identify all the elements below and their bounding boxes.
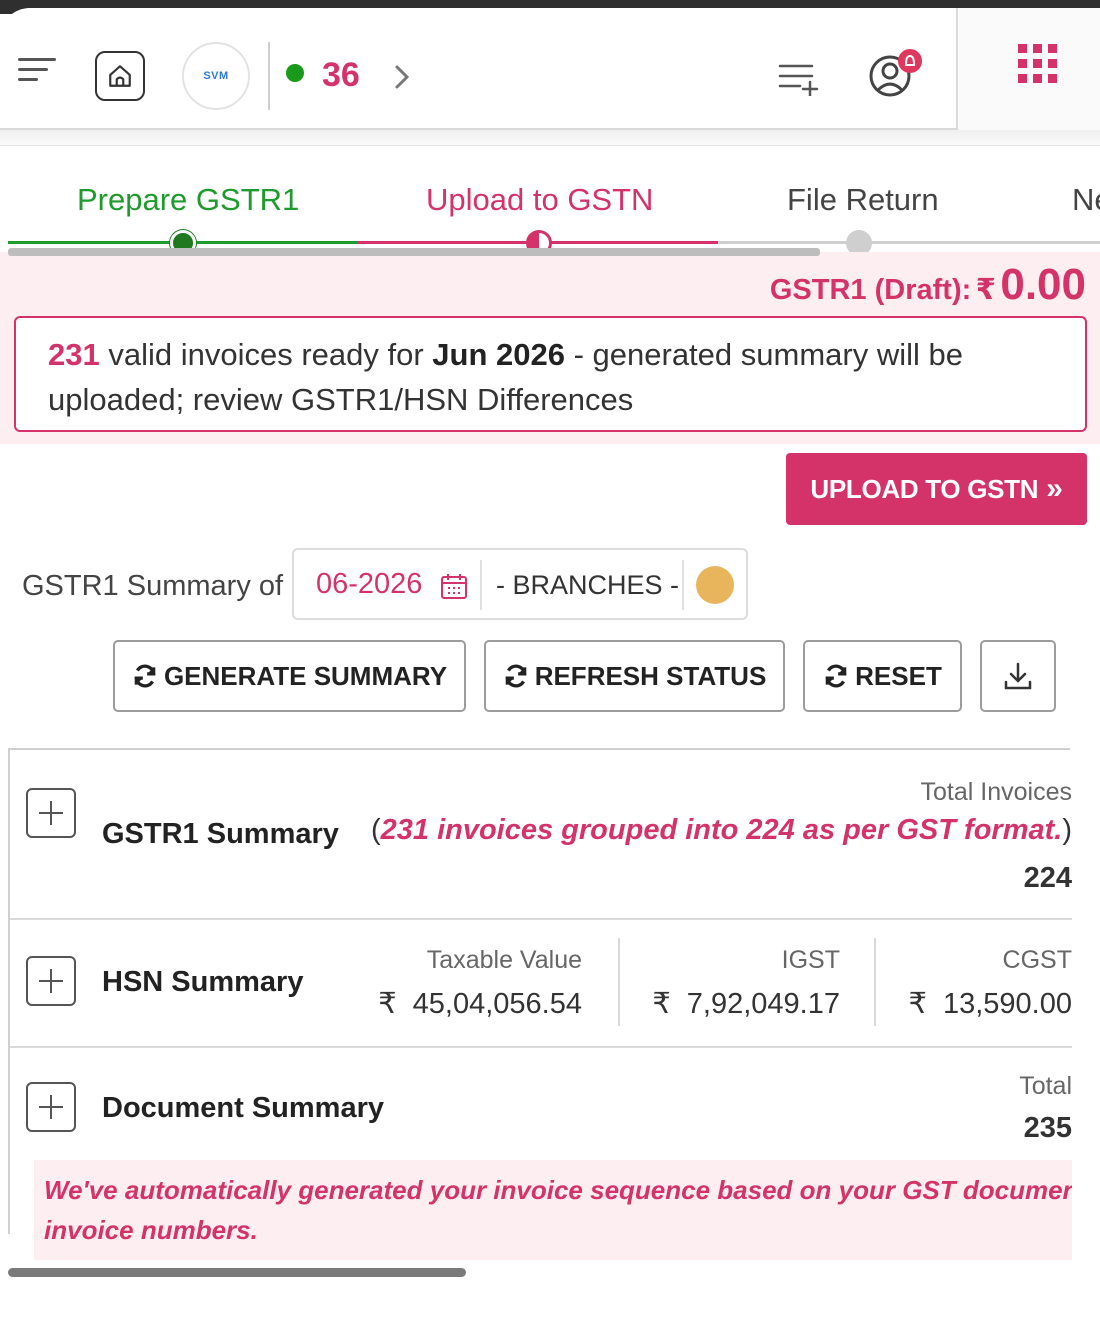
- hsn-column-divider: [618, 938, 620, 1026]
- rupee-symbol: ₹: [652, 988, 671, 1020]
- step-prepare-gstr1[interactable]: Prepare GSTR1: [77, 182, 300, 217]
- company-logo[interactable]: SVM: [182, 42, 250, 110]
- status-count[interactable]: 36: [322, 56, 360, 94]
- cgst-label: CGST: [1002, 946, 1072, 974]
- taxable-value: ₹45,04,056.54: [378, 986, 582, 1021]
- document-summary-title: Document Summary: [102, 1092, 385, 1124]
- download-icon: [1004, 662, 1032, 690]
- branches-select[interactable]: - BRANCHES -: [496, 570, 680, 600]
- summary-of-label: GSTR1 Summary of: [22, 570, 284, 602]
- gstr1-summary-card: GSTR1 Summary Total Invoices (231 invoic…: [10, 750, 1072, 920]
- filter-separator: [682, 560, 684, 610]
- draft-total: GSTR1 (Draft): ₹ 0.00: [770, 260, 1086, 310]
- reset-label: RESET: [855, 660, 942, 691]
- add-list-icon[interactable]: [778, 62, 822, 96]
- draft-value: 0.00: [1000, 260, 1086, 309]
- step-file-return[interactable]: File Return: [787, 182, 939, 217]
- period-select[interactable]: 06-2026: [316, 568, 423, 600]
- double-chevron-icon: »: [1046, 472, 1063, 505]
- taxable-value-amount: 45,04,056.54: [412, 988, 582, 1020]
- upload-button-label: UPLOAD TO GSTN: [810, 473, 1039, 504]
- hamburger-menu-icon[interactable]: [18, 58, 58, 88]
- hsn-summary-title: HSN Summary: [102, 966, 304, 998]
- document-summary-card: Document Summary Total 235 We've automat…: [10, 1048, 1072, 1260]
- stepper-scrollbar[interactable]: [8, 248, 820, 256]
- filter-separator: [480, 560, 482, 610]
- generate-summary-button[interactable]: GENERATE SUMMARY: [113, 640, 466, 712]
- gstr1-summary-title: GSTR1 Summary: [102, 818, 339, 850]
- header-divider: [268, 42, 270, 110]
- expand-gstr1-summary-icon[interactable]: [26, 788, 76, 838]
- summary-cards: GSTR1 Summary Total Invoices (231 invoic…: [8, 748, 1072, 1260]
- step-track-pending: [718, 241, 1100, 244]
- igst-amount: 7,92,049.17: [686, 988, 840, 1020]
- cgst-amount: 13,590.00: [942, 988, 1072, 1020]
- download-button[interactable]: [980, 640, 1056, 712]
- apps-panel[interactable]: [956, 8, 1100, 130]
- document-total-value: 235: [1023, 1112, 1072, 1144]
- notice-text-a: valid invoices ready for: [99, 337, 433, 372]
- step-upload-to-gstn[interactable]: Upload to GSTN: [426, 182, 654, 217]
- auto-sequence-note: We've automatically generated your invoi…: [34, 1160, 1072, 1260]
- grouped-invoices-note: (231 invoices grouped into 224 as per GS…: [370, 814, 1072, 846]
- igst-label: IGST: [781, 946, 840, 974]
- hsn-column-divider: [874, 938, 876, 1026]
- step-next-truncated[interactable]: Ne: [1072, 182, 1100, 217]
- generate-summary-label: GENERATE SUMMARY: [163, 660, 448, 691]
- home-icon: [109, 65, 131, 87]
- draft-label: GSTR1 (Draft):: [769, 274, 972, 306]
- auto-note-line-1: We've automatically generated your invoi…: [44, 1175, 1072, 1205]
- refresh-icon: [505, 664, 526, 688]
- document-total-label: Total: [1019, 1072, 1072, 1100]
- apps-grid-icon[interactable]: [1018, 44, 1057, 83]
- user-notification-icon[interactable]: [866, 48, 926, 100]
- rupee-symbol: ₹: [378, 988, 397, 1020]
- branch-status-indicator[interactable]: [696, 566, 734, 604]
- notice-text-b: - generated summary will be uploaded; re…: [48, 337, 963, 417]
- expand-document-summary-icon[interactable]: [26, 1082, 76, 1132]
- auto-note-line-2: invoice numbers.: [44, 1215, 258, 1245]
- header-shadow: [0, 130, 1100, 146]
- step-pending-marker: [846, 230, 872, 256]
- refresh-icon: [825, 664, 847, 688]
- chevron-right-icon[interactable]: [392, 62, 412, 92]
- progress-stepper: Prepare GSTR1 Upload to GSTN File Return…: [0, 148, 1100, 256]
- refresh-status-label: REFRESH STATUS: [534, 660, 767, 691]
- rupee-symbol: ₹: [975, 274, 996, 306]
- logo-text: SVM: [203, 70, 229, 82]
- grouped-invoices-text: 231 invoices grouped into 224 as per GST…: [380, 814, 1063, 846]
- calendar-icon[interactable]: [440, 572, 468, 600]
- top-header: SVM 36: [0, 8, 1100, 130]
- refresh-status-button[interactable]: REFRESH STATUS: [484, 640, 785, 712]
- total-invoices-label: Total Invoices: [920, 778, 1072, 806]
- rupee-symbol: ₹: [908, 988, 927, 1020]
- upload-to-gstn-button[interactable]: UPLOAD TO GSTN »: [786, 453, 1087, 525]
- ready-notice: 231 valid invoices ready for Jun 2026 - …: [14, 316, 1087, 432]
- refresh-icon: [134, 664, 156, 688]
- hsn-summary-card: HSN Summary Taxable Value ₹45,04,056.54 …: [10, 920, 1072, 1048]
- home-button[interactable]: [95, 51, 145, 101]
- total-invoices-value: 224: [1023, 862, 1072, 894]
- period-branch-filter[interactable]: 06-2026 - BRANCHES -: [292, 548, 748, 620]
- horizontal-scrollbar[interactable]: [8, 1268, 466, 1277]
- online-status-dot: [286, 64, 304, 82]
- taxable-value-label: Taxable Value: [426, 946, 582, 974]
- expand-hsn-summary-icon[interactable]: [26, 956, 76, 1006]
- igst-value: ₹7,92,049.17: [652, 986, 840, 1021]
- notice-period: Jun 2026: [432, 337, 565, 372]
- reset-button[interactable]: RESET: [803, 640, 962, 712]
- cgst-value: ₹13,590.00: [909, 986, 1072, 1021]
- valid-invoice-count: 231: [48, 337, 100, 372]
